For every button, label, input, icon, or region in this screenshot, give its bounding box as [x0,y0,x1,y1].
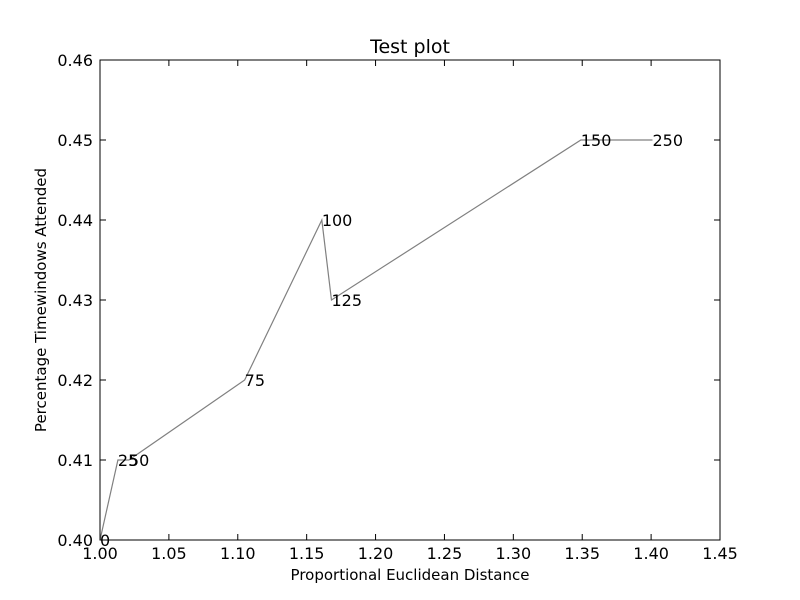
x-axis-title: Proportional Euclidean Distance [291,566,530,584]
x-tick-label: 1.40 [633,544,669,563]
point-label: 75 [245,371,265,390]
series-line [99,139,653,541]
y-tick-label: 0.46 [57,51,93,70]
point-label: 150 [581,131,612,150]
y-axis-title: Percentage Timewindows Attended [32,168,50,432]
y-tick-label: 0.45 [57,131,93,150]
y-tick-label: 0.42 [57,371,93,390]
y-tick-label: 0.44 [57,211,93,230]
point-label: 50 [129,451,149,470]
x-tick-label: 1.30 [496,544,532,563]
point-label: 100 [322,211,353,230]
x-tick-label: 1.15 [289,544,325,563]
x-tick-label: 1.05 [151,544,187,563]
x-tick-label: 1.25 [427,544,463,563]
x-tick-label: 1.00 [82,544,118,563]
plot-frame [99,59,721,541]
y-tick-label: 0.41 [57,451,93,470]
point-label: 125 [331,291,362,310]
x-tick-label: 1.10 [220,544,256,563]
x-tick-label: 1.20 [358,544,394,563]
y-tick-label: 0.43 [57,291,93,310]
chart-title: Test plot [369,36,450,58]
axis-ticks [99,59,721,541]
point-label: 250 [652,131,683,150]
x-tick-label: 1.35 [564,544,600,563]
point-label: 25 [118,451,138,470]
y-tick-label: 0.40 [57,531,93,550]
x-tick-label: 1.45 [702,544,738,563]
tick-labels: 1.00 1.05 1.10 1.15 1.20 1.25 1.30 1.35 1.40 1.45… [57,51,737,563]
